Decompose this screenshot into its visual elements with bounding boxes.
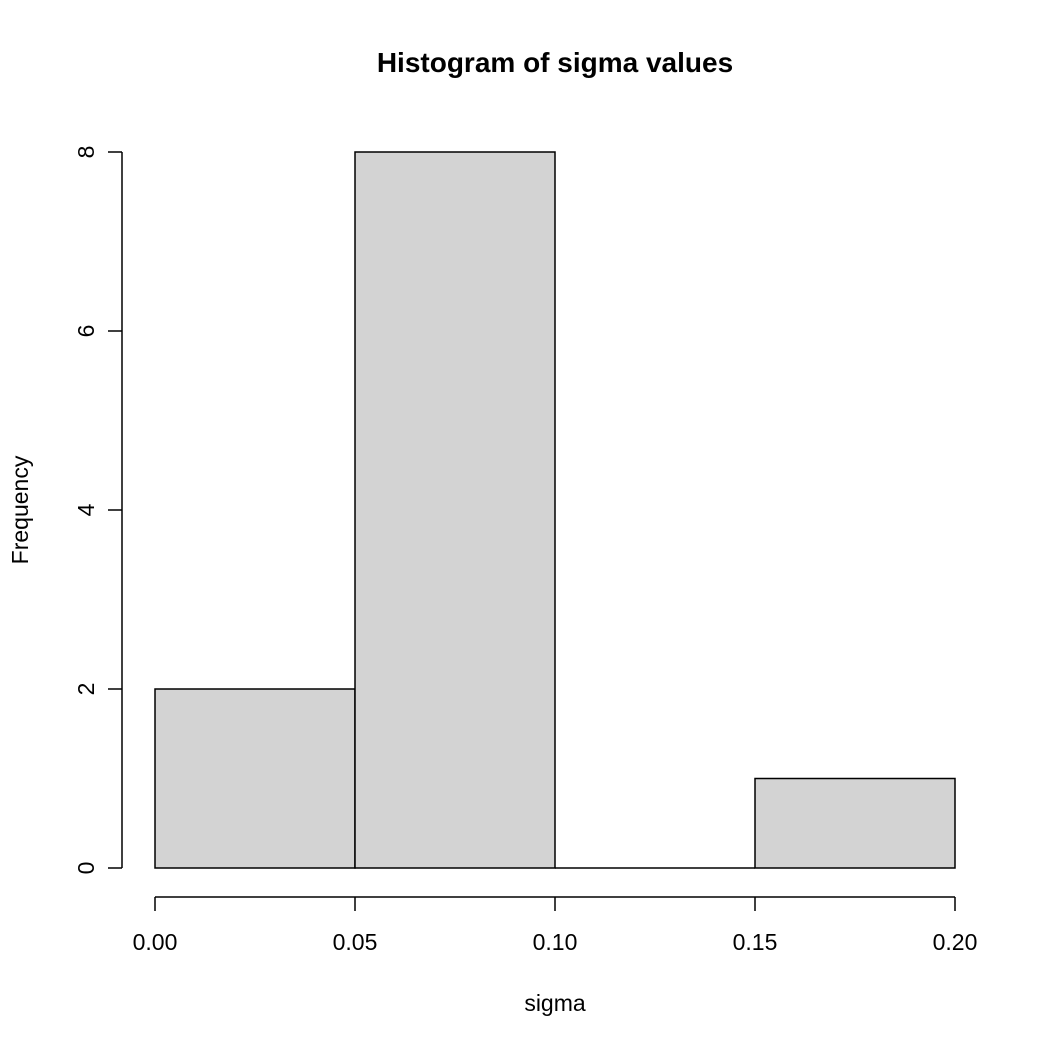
x-tick-label: 0.05 [333,929,378,955]
histogram-bar [154,688,356,869]
x-axis: 0.00 0.05 0.10 0.15 0.20 [133,896,978,955]
x-tick-label: 0.10 [533,929,578,955]
y-axis: 0 2 4 6 8 [73,146,123,875]
y-tick-label: 6 [73,325,99,338]
histogram-bar [354,151,556,869]
x-tick-label: 0.15 [733,929,778,955]
y-tick-label: 4 [73,503,99,516]
x-tick-label: 0.00 [133,929,178,955]
y-axis-label: Frequency [7,455,33,564]
x-axis-label: sigma [524,990,586,1016]
chart-title: Histogram of sigma values [377,47,733,78]
bars-layer [154,151,956,869]
y-tick-label: 0 [73,862,99,875]
x-tick-label: 0.20 [933,929,978,955]
histogram-bar [754,777,956,869]
y-tick-label: 8 [73,146,99,159]
y-tick-label: 2 [73,683,99,696]
